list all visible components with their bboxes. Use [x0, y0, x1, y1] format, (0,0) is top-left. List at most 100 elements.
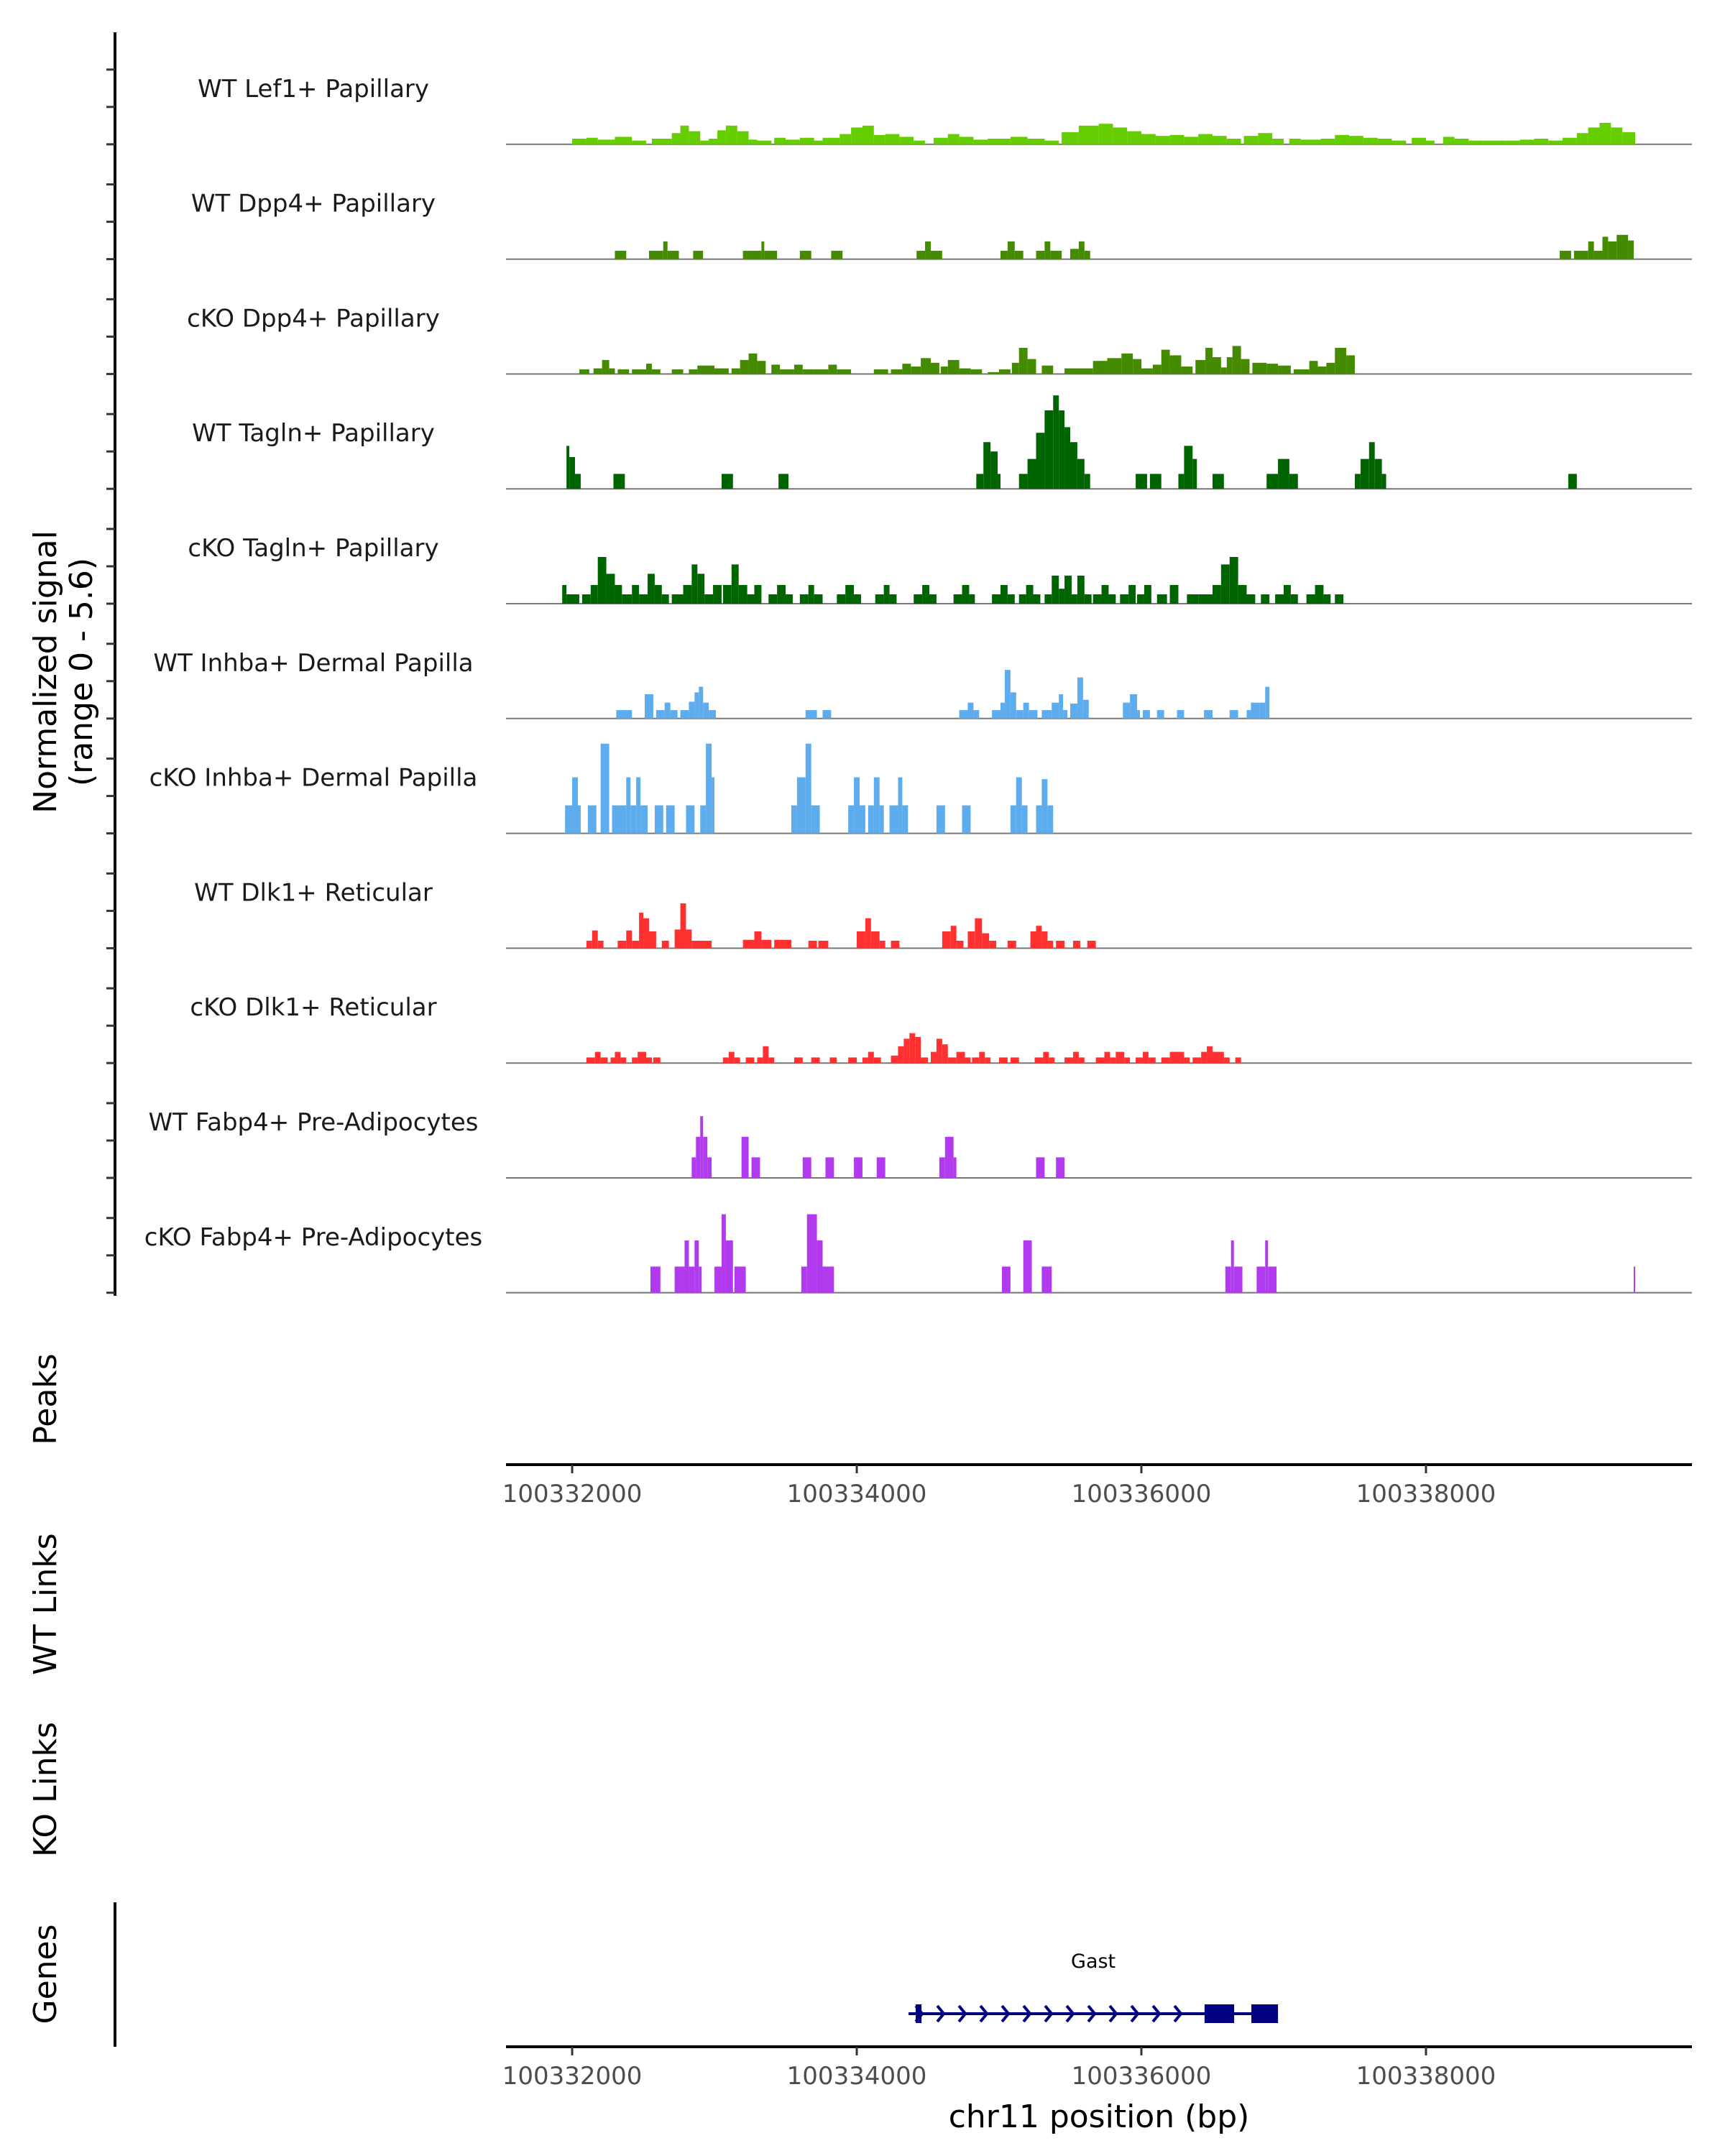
signal-bin: [697, 573, 705, 604]
signal-bin: [768, 594, 778, 604]
signal-bin: [857, 931, 865, 949]
signal-bin: [1468, 140, 1484, 144]
signal-bin: [1184, 137, 1199, 144]
signal-bin: [786, 594, 793, 604]
signal-bin: [1220, 367, 1227, 374]
signal-bin: [731, 368, 740, 374]
signal-bin: [1077, 677, 1083, 719]
signal-bin: [1608, 241, 1617, 259]
signal-bin: [774, 137, 786, 144]
signal-bin: [586, 1057, 595, 1064]
signal-bin: [748, 353, 758, 374]
signal-bin: [597, 139, 615, 144]
signal-bin: [1335, 348, 1347, 374]
signal-bin: [670, 710, 678, 719]
signal-bin: [1266, 474, 1279, 489]
signal-bin: [1087, 941, 1096, 949]
strand-arrow-icon: [1065, 2004, 1075, 2023]
signal-bin: [709, 710, 717, 719]
signal-bin: [983, 442, 991, 489]
signal-bin: [1123, 702, 1131, 719]
strand-arrow-icon: [1044, 2004, 1054, 2023]
gene-exon: [1204, 2004, 1235, 2023]
signal-bin: [697, 365, 715, 374]
signal-bin: [704, 594, 714, 604]
signal-bin: [1084, 474, 1090, 489]
signal-bin: [1082, 699, 1089, 719]
signal-bin: [794, 364, 803, 374]
track-label: WT Dlk1+ Reticular: [194, 878, 433, 907]
signal-bin: [799, 137, 814, 144]
signal-bin: [1225, 1266, 1231, 1293]
signal-bin: [1023, 702, 1029, 719]
strand-arrow-icon: [1108, 2004, 1118, 2023]
strand-arrow-icon: [979, 2004, 989, 2023]
signal-bin: [1026, 585, 1034, 604]
signal-bin: [666, 805, 675, 834]
signal-bin: [1326, 362, 1335, 374]
x-axis-ticks-lower: 100332000 100334000 100336000 100338000: [502, 2047, 1496, 2091]
signal-bin: [1029, 710, 1038, 719]
signal-bin: [992, 710, 1000, 719]
signal-bin: [1036, 433, 1045, 489]
signal-bin: [640, 805, 648, 834]
signal-bin: [742, 250, 762, 259]
signal-bin: [828, 364, 837, 374]
signal-bin: [742, 939, 755, 949]
signal-bin: [593, 368, 602, 374]
signal-bin: [1272, 139, 1284, 144]
signal-bin: [1078, 241, 1085, 259]
signal-bin: [1033, 594, 1041, 604]
signal-bin: [1041, 931, 1048, 949]
signal-bin: [664, 702, 671, 719]
signal-bin: [1000, 702, 1005, 719]
signal-bin: [1568, 474, 1577, 489]
signal-bin: [569, 457, 576, 489]
x-tick-label: 100332000: [502, 2062, 643, 2091]
signal-bin: [956, 1051, 965, 1064]
signal-bin: [967, 931, 975, 949]
signal-bin: [1000, 250, 1008, 259]
signal-bin: [615, 250, 627, 259]
signal-bin: [671, 369, 684, 374]
signal-bin: [999, 369, 1011, 374]
signal-bin: [1098, 124, 1113, 144]
track-label: WT Tagln+ Papillary: [192, 419, 435, 448]
signal-bin: [1226, 357, 1233, 374]
signal-bin: [1278, 459, 1289, 489]
signal-bin: [879, 805, 884, 834]
signal-bin: [1036, 926, 1042, 949]
signal-bin: [865, 918, 871, 949]
track-2: cKO Dpp4+ Papillary: [187, 304, 1692, 375]
signal-bin: [613, 474, 625, 489]
signal-bin: [1041, 710, 1052, 719]
signal-bin: [1634, 1266, 1636, 1293]
signal-bin: [1195, 359, 1206, 374]
track-label: WT Inhba+ Dermal Papilla: [153, 649, 473, 678]
signal-bin: [799, 594, 809, 604]
signal-bin: [802, 1157, 811, 1178]
signal-bin: [1454, 139, 1469, 144]
signal-bin: [1198, 594, 1213, 604]
signal-bin: [1412, 137, 1426, 144]
signal-bin: [1184, 1057, 1190, 1064]
y-axis-title-range: (range 0 - 5.6): [63, 558, 100, 786]
signal-bin: [725, 125, 737, 144]
signal-bin: [579, 369, 589, 374]
genes-track-label: Genes: [27, 1924, 64, 2024]
signal-bin: [1374, 459, 1382, 489]
signal-bin: [1161, 349, 1170, 374]
signal-bin: [1505, 140, 1520, 144]
signal-bin: [1053, 395, 1059, 489]
signal-bin: [1616, 234, 1629, 259]
signal-bin: [656, 710, 665, 719]
signal-bin: [911, 367, 921, 374]
track-label: cKO Tagln+ Papillary: [188, 534, 438, 563]
signal-bin: [879, 941, 886, 949]
signal-bin: [700, 1116, 704, 1178]
signal-bin: [1187, 594, 1199, 604]
signal-bin: [973, 710, 980, 719]
signal-bin: [757, 140, 772, 144]
signal-bin: [661, 594, 669, 604]
signal-bin: [1346, 355, 1355, 374]
